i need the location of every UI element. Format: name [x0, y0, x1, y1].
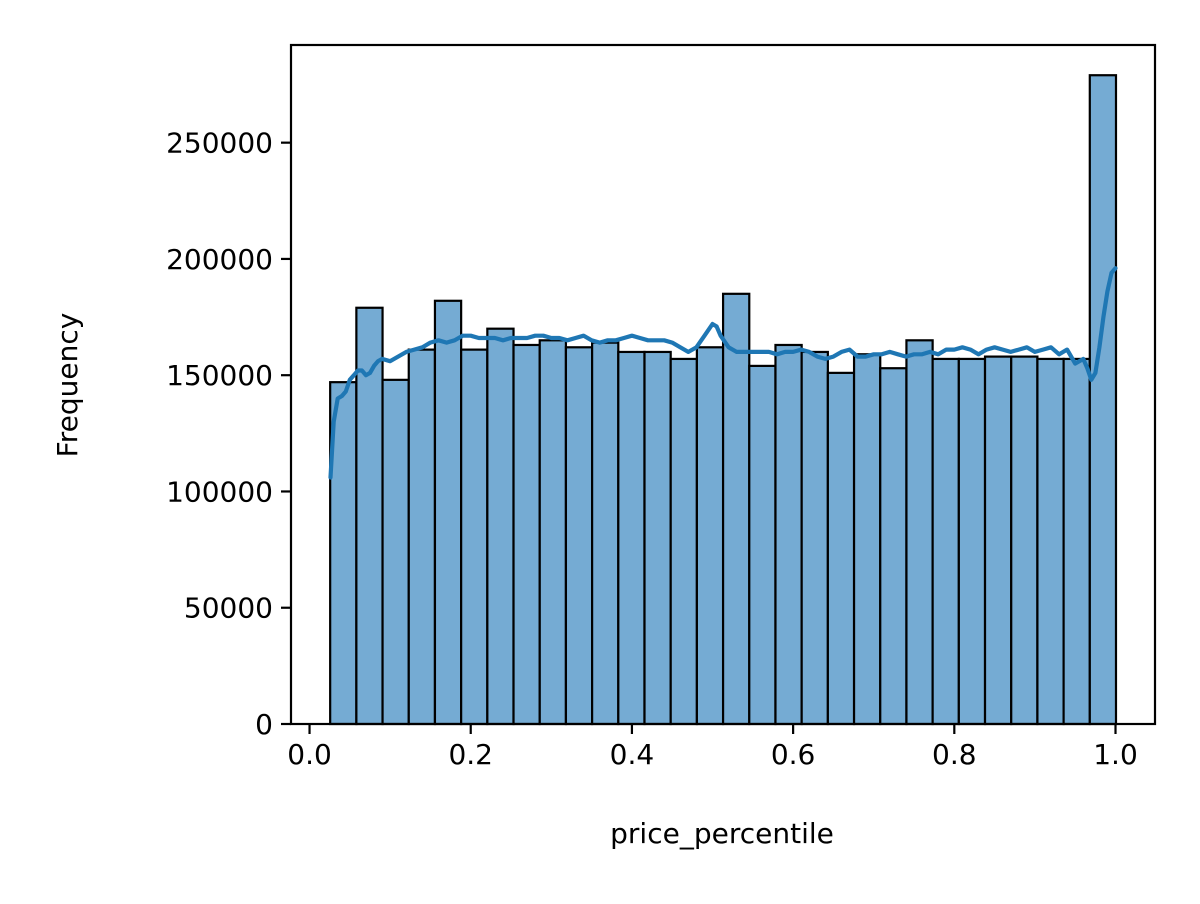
- histogram-bar: [1010, 355, 1039, 726]
- histogram-bar: [617, 350, 646, 726]
- histogram-bar: [486, 327, 515, 726]
- y-tick-label: 200000: [166, 243, 273, 276]
- histogram-bar: [879, 367, 908, 726]
- y-tick-label: 0: [255, 708, 273, 741]
- histogram-bar: [774, 343, 803, 726]
- histogram-bar: [1062, 357, 1091, 726]
- x-tick-label: 0.2: [448, 738, 493, 771]
- histogram-bar: [905, 339, 934, 726]
- histogram-bar: [957, 357, 987, 726]
- histogram-bar: [643, 350, 672, 726]
- kde-line: [328, 266, 1118, 480]
- histogram-bar: [1036, 357, 1065, 726]
- y-tick-label: 100000: [166, 475, 273, 508]
- x-tick-label: 1.0: [1093, 738, 1138, 771]
- axes-layer: [289, 43, 1157, 726]
- histogram-bar: [433, 299, 463, 726]
- histogram-bar: [460, 348, 489, 726]
- histogram-bar: [669, 357, 698, 726]
- bars-layer: [329, 74, 1118, 726]
- histogram-bar: [931, 357, 960, 726]
- y-tick-label: 150000: [166, 359, 273, 392]
- histogram-bar: [983, 355, 1013, 726]
- histogram-bar: [381, 378, 410, 726]
- plot-frame: [289, 43, 1157, 726]
- x-tick-label: 0.4: [610, 738, 655, 771]
- histogram-bar: [512, 343, 541, 726]
- y-tick-label: 50000: [184, 592, 273, 625]
- histogram-bar: [721, 292, 751, 726]
- y-tick-label: 250000: [166, 127, 273, 160]
- histogram-bar: [852, 353, 882, 726]
- histogram-bar: [1088, 74, 1118, 726]
- histogram-bar: [564, 346, 594, 726]
- histogram-bar: [407, 348, 437, 726]
- ticks-layer: 0.0 0.2 0.4 0.6 0.8 1.0 0 50000 100000 150000 2000…: [166, 127, 1138, 771]
- y-axis-label: Frequency: [51, 313, 84, 458]
- histogram-bar: [695, 346, 725, 726]
- histogram-bar: [826, 371, 856, 726]
- histogram-bar: [800, 350, 829, 726]
- x-tick-label: 0.6: [771, 738, 816, 771]
- histogram-bar: [538, 339, 568, 726]
- histogram-bar: [591, 341, 620, 726]
- x-axis-label: price_percentile: [610, 817, 834, 850]
- histogram-bar: [748, 364, 777, 726]
- x-tick-label: 0.0: [287, 738, 332, 771]
- x-tick-label: 0.8: [932, 738, 977, 771]
- kde-layer: [328, 266, 1118, 480]
